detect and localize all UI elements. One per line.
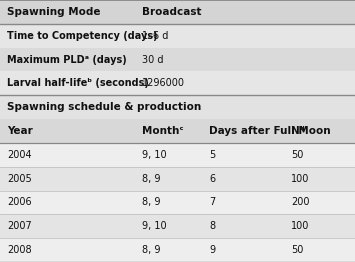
Text: Spawning Mode: Spawning Mode	[7, 7, 100, 17]
Text: 1296000: 1296000	[142, 78, 185, 88]
Text: Maximum PLDᵃ (days): Maximum PLDᵃ (days)	[7, 54, 127, 64]
Text: 9, 10: 9, 10	[142, 221, 166, 231]
Bar	[0, 119, 355, 143]
Text: Larval half-lifeᵇ (seconds): Larval half-lifeᵇ (seconds)	[7, 78, 149, 88]
Text: 7: 7	[209, 198, 216, 208]
Text: Broadcast: Broadcast	[142, 7, 202, 17]
Bar	[0, 24, 355, 48]
Text: 8, 9: 8, 9	[142, 245, 160, 255]
Bar	[0, 190, 355, 214]
Text: 8, 9: 8, 9	[142, 174, 160, 184]
Bar	[0, 214, 355, 238]
Bar	[0, 72, 355, 95]
Bar	[0, 238, 355, 262]
Text: 1–6 d: 1–6 d	[142, 31, 168, 41]
Bar	[0, 143, 355, 167]
Text: 50: 50	[291, 245, 304, 255]
Bar	[0, 95, 355, 119]
Text: 6: 6	[209, 174, 215, 184]
Text: Time to Competency (days): Time to Competency (days)	[7, 31, 158, 41]
Text: 8, 9: 8, 9	[142, 198, 160, 208]
Text: 9: 9	[209, 245, 215, 255]
Text: 100: 100	[291, 174, 310, 184]
Text: 2004: 2004	[7, 150, 32, 160]
Text: 2005: 2005	[7, 174, 32, 184]
Text: 100: 100	[291, 221, 310, 231]
Text: 9, 10: 9, 10	[142, 150, 166, 160]
Text: Days after Full Moon: Days after Full Moon	[209, 126, 331, 136]
Text: Monthᶜ: Monthᶜ	[142, 126, 184, 136]
Bar	[0, 167, 355, 190]
Text: 200: 200	[291, 198, 310, 208]
Text: 5: 5	[209, 150, 216, 160]
Text: Nᵈ: Nᵈ	[291, 126, 305, 136]
Text: Spawning schedule & production: Spawning schedule & production	[7, 102, 201, 112]
Text: 2007: 2007	[7, 221, 32, 231]
Text: 8: 8	[209, 221, 215, 231]
Text: 2008: 2008	[7, 245, 32, 255]
Text: 50: 50	[291, 150, 304, 160]
Text: 30 d: 30 d	[142, 54, 164, 64]
Bar	[0, 48, 355, 72]
Text: Year: Year	[7, 126, 33, 136]
Bar	[0, 0, 355, 24]
Text: 2006: 2006	[7, 198, 32, 208]
